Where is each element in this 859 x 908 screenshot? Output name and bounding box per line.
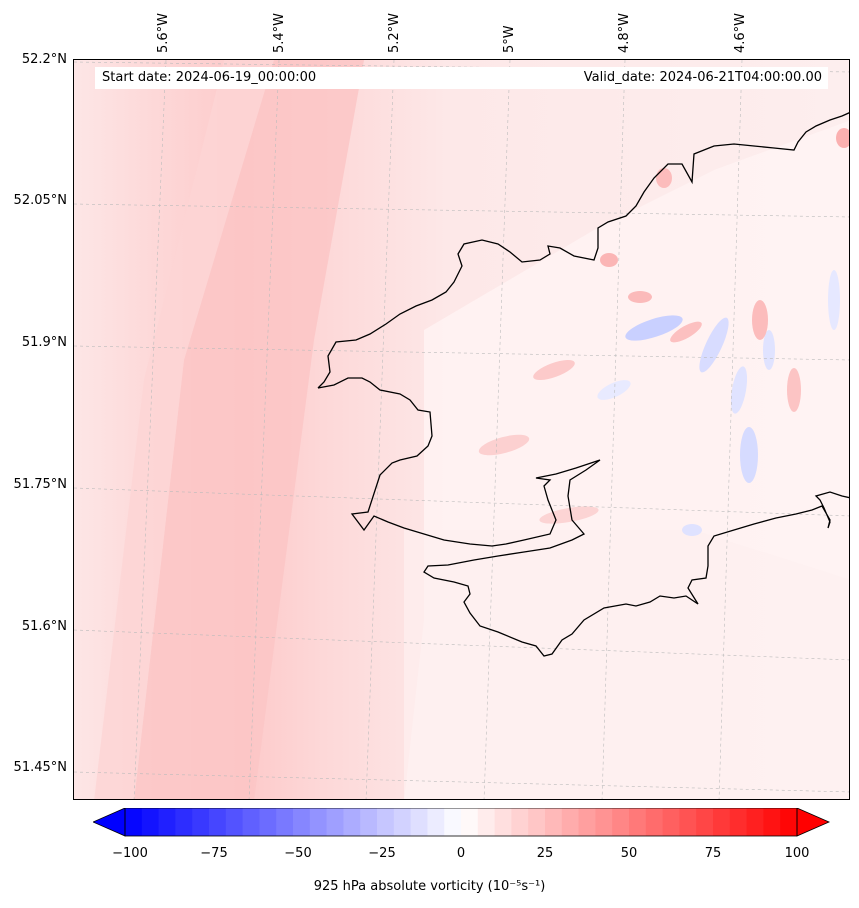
colorbar-tick: 25 [536, 846, 554, 861]
red-anomaly [628, 291, 652, 303]
land-field-south [404, 530, 849, 799]
lat-label: 51.75°N [13, 477, 67, 492]
colorbar-segment [679, 808, 697, 836]
colorbar-segment [276, 808, 294, 836]
red-anomaly [656, 168, 672, 188]
colorbar-arrow-left [93, 808, 126, 837]
vorticity-band-edge [94, 60, 274, 799]
colorbar-tick: −75 [200, 846, 228, 861]
vorticity-anomalies [478, 128, 849, 536]
colorbar-segment [326, 808, 344, 836]
colorbar-segment [612, 808, 630, 836]
lon-label: 4.6°W [733, 12, 748, 53]
blue-anomaly [625, 315, 683, 341]
colorbar-segment [259, 808, 277, 836]
colorbar-segment [141, 808, 160, 836]
valid-date-label: Valid_date: 2024-06-21T04:00:00.00 [583, 70, 822, 85]
colorbar-segment [410, 808, 428, 836]
red-anomaly [670, 321, 702, 343]
map-panel: Start date: 2024-06-19_00:00:00 Valid_da… [73, 59, 850, 800]
colorbar-segment [293, 808, 311, 836]
colorbar-segment [763, 808, 781, 836]
colorbar-tick: −50 [284, 846, 312, 861]
colorbar-segment [595, 808, 613, 836]
lat-label: 52.2°N [21, 52, 67, 67]
colorbar-segment [629, 808, 647, 836]
blue-anomaly [730, 366, 748, 414]
colorbar-outline [124, 808, 798, 837]
lon-label: 5°W [502, 25, 517, 53]
blue-anomaly [763, 330, 775, 370]
red-anomaly [478, 434, 530, 456]
colorbar-segment [343, 808, 361, 836]
colorbar-tick: 100 [784, 846, 810, 861]
coastline [317, 112, 849, 657]
colorbar-segment [746, 808, 764, 836]
colorbar-segments [125, 808, 798, 836]
colorbar-segment [713, 808, 731, 836]
colorbar [93, 808, 830, 837]
lon-label: 5.2°W [387, 12, 402, 53]
colorbar-segment [545, 808, 563, 836]
lon-label: 5.6°W [156, 12, 171, 53]
lat-label: 51.45°N [13, 760, 67, 775]
red-anomaly [600, 253, 618, 267]
colorbar-tick: −25 [368, 846, 396, 861]
colorbar-segment [780, 808, 798, 836]
colorbar-segment [192, 808, 210, 836]
lat-label: 51.6°N [21, 619, 67, 634]
colorbar-tick: 0 [456, 846, 466, 861]
colorbar-segment [528, 808, 546, 836]
colorbar-tick: −100 [112, 846, 148, 861]
start-date-label: Start date: 2024-06-19_00:00:00 [102, 70, 317, 85]
colorbar-segment [158, 808, 176, 836]
coastline-north-west [317, 112, 849, 389]
red-anomaly [836, 128, 849, 148]
red-anomaly [752, 300, 768, 340]
colorbar-segment [494, 808, 512, 836]
colorbar-segment [461, 808, 479, 836]
colorbar-segment [578, 808, 596, 836]
colorbar-segment [175, 808, 193, 836]
colorbar-segment [377, 808, 395, 836]
colorbar-segment [477, 808, 496, 836]
colorbar-segment [360, 808, 378, 836]
colorbar-tick: 50 [620, 846, 638, 861]
colorbar-arrow-right [796, 808, 830, 837]
vorticity-map [74, 60, 849, 799]
colorbar-segment [511, 808, 529, 836]
blue-anomaly [699, 317, 729, 373]
colorbar-segment [242, 808, 260, 836]
colorbar-segment [209, 808, 227, 836]
colorbar-segment [662, 808, 680, 836]
graticule [74, 60, 849, 799]
colorbar-segment [444, 808, 462, 836]
colorbar-tick: 75 [704, 846, 722, 861]
colorbar-segment [561, 808, 580, 836]
red-anomaly [533, 360, 575, 380]
colorbar-segment [125, 808, 143, 836]
vorticity-band [134, 60, 364, 799]
red-anomaly [539, 506, 599, 524]
red-anomaly [787, 368, 801, 412]
coastline-north [317, 377, 849, 657]
colorbar-label: 925 hPa absolute vorticity (10⁻⁵s⁻¹) [313, 879, 546, 894]
lat-label: 51.9°N [21, 335, 67, 350]
colorbar-segment [309, 808, 328, 836]
lon-label: 5.4°W [272, 12, 287, 53]
colorbar-segment [225, 808, 244, 836]
lon-label: 4.8°W [617, 12, 632, 53]
blue-anomaly [597, 380, 631, 400]
blue-anomaly [682, 524, 702, 536]
info-banner: Start date: 2024-06-19_00:00:00 Valid_da… [95, 67, 828, 89]
colorbar-segment [427, 808, 445, 836]
colorbar-segment [696, 808, 714, 836]
blue-anomaly [740, 427, 758, 483]
colorbar-segment [729, 808, 748, 836]
lat-label: 52.05°N [13, 193, 67, 208]
colorbar-segment [645, 808, 664, 836]
colorbar-segment [393, 808, 412, 836]
blue-anomaly [828, 270, 840, 330]
